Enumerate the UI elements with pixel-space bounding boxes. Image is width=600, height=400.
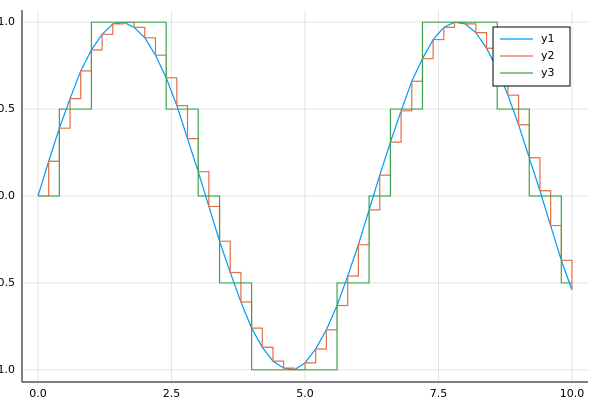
y-tick-label: 0.5: [0, 102, 15, 115]
legend: y1 y2 y3: [492, 26, 571, 87]
x-tick-label: 7.5: [430, 387, 448, 400]
x-tick-label: 10.0: [560, 387, 585, 400]
x-tick-label: 2.5: [163, 387, 181, 400]
legend-label: y2: [541, 49, 555, 62]
y-tick-label: 0.0: [0, 189, 15, 202]
legend-label: y3: [541, 66, 555, 79]
y-tick-label: -0.5: [0, 276, 15, 289]
x-tick-label: 0.0: [29, 387, 47, 400]
x-tick-label: 5.0: [296, 387, 314, 400]
y-tick-label: -1.0: [0, 363, 15, 376]
y-tick-label: 1.0: [0, 15, 15, 28]
series-line: [38, 21, 572, 371]
legend-label: y1: [541, 32, 555, 45]
